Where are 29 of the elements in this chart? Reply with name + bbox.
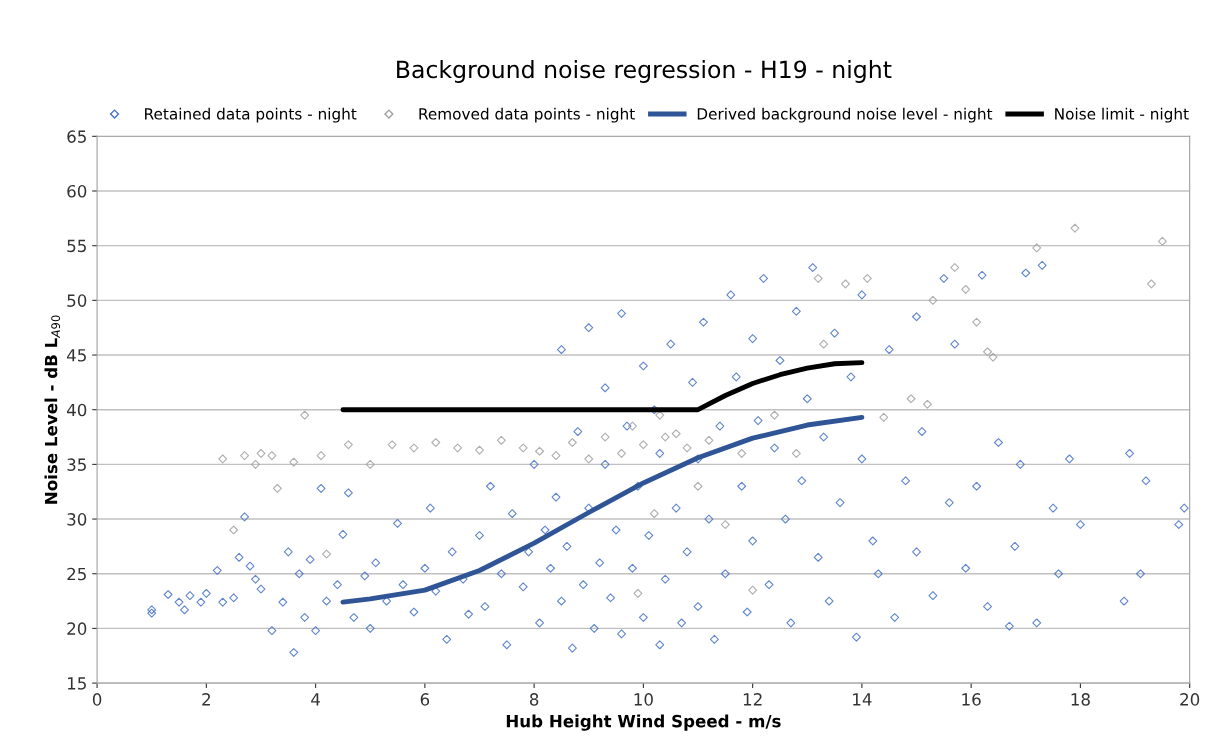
x-tick-label: 10	[634, 693, 653, 706]
y-tick-label: 30	[67, 513, 87, 526]
x-axis-title: Hub Height Wind Speed - m/s	[506, 714, 781, 731]
legend-label: Noise limit - night	[1055, 107, 1189, 123]
y-tick-label: 35	[67, 458, 86, 471]
x-tick-label: 18	[1071, 693, 1090, 706]
y-tick-label: 20	[67, 622, 87, 635]
x-tick-label: 12	[743, 693, 762, 706]
y-axis-title: Noise Level - dB L$_{A90}$	[44, 315, 61, 504]
chart-title: Background noise regression - H19 - night	[397, 60, 892, 83]
legend-label: Retained data points - night	[145, 107, 357, 123]
y-tick-label: 15	[67, 677, 86, 690]
x-tick-label: 20	[1180, 693, 1200, 706]
x-tick-label: 8	[529, 693, 539, 706]
x-tick-label: 4	[311, 693, 320, 706]
y-tick-label: 55	[67, 239, 86, 253]
y-tick-label: 25	[67, 567, 86, 581]
y-tick-label: 65	[67, 130, 86, 143]
x-tick-label: 6	[420, 693, 430, 706]
x-tick-label: 16	[962, 693, 981, 706]
legend-label: Derived background noise level - night	[697, 107, 993, 123]
y-tick-label: 45	[66, 349, 86, 362]
y-tick-label: 60	[67, 184, 87, 198]
legend-label: Removed data points - night	[419, 107, 635, 123]
x-tick-label: 0	[92, 693, 102, 706]
x-tick-label: 14	[853, 693, 872, 706]
x-tick-label: 2	[202, 693, 210, 706]
y-tick-label: 40	[66, 403, 87, 417]
y-tick-label: 50	[67, 294, 87, 307]
